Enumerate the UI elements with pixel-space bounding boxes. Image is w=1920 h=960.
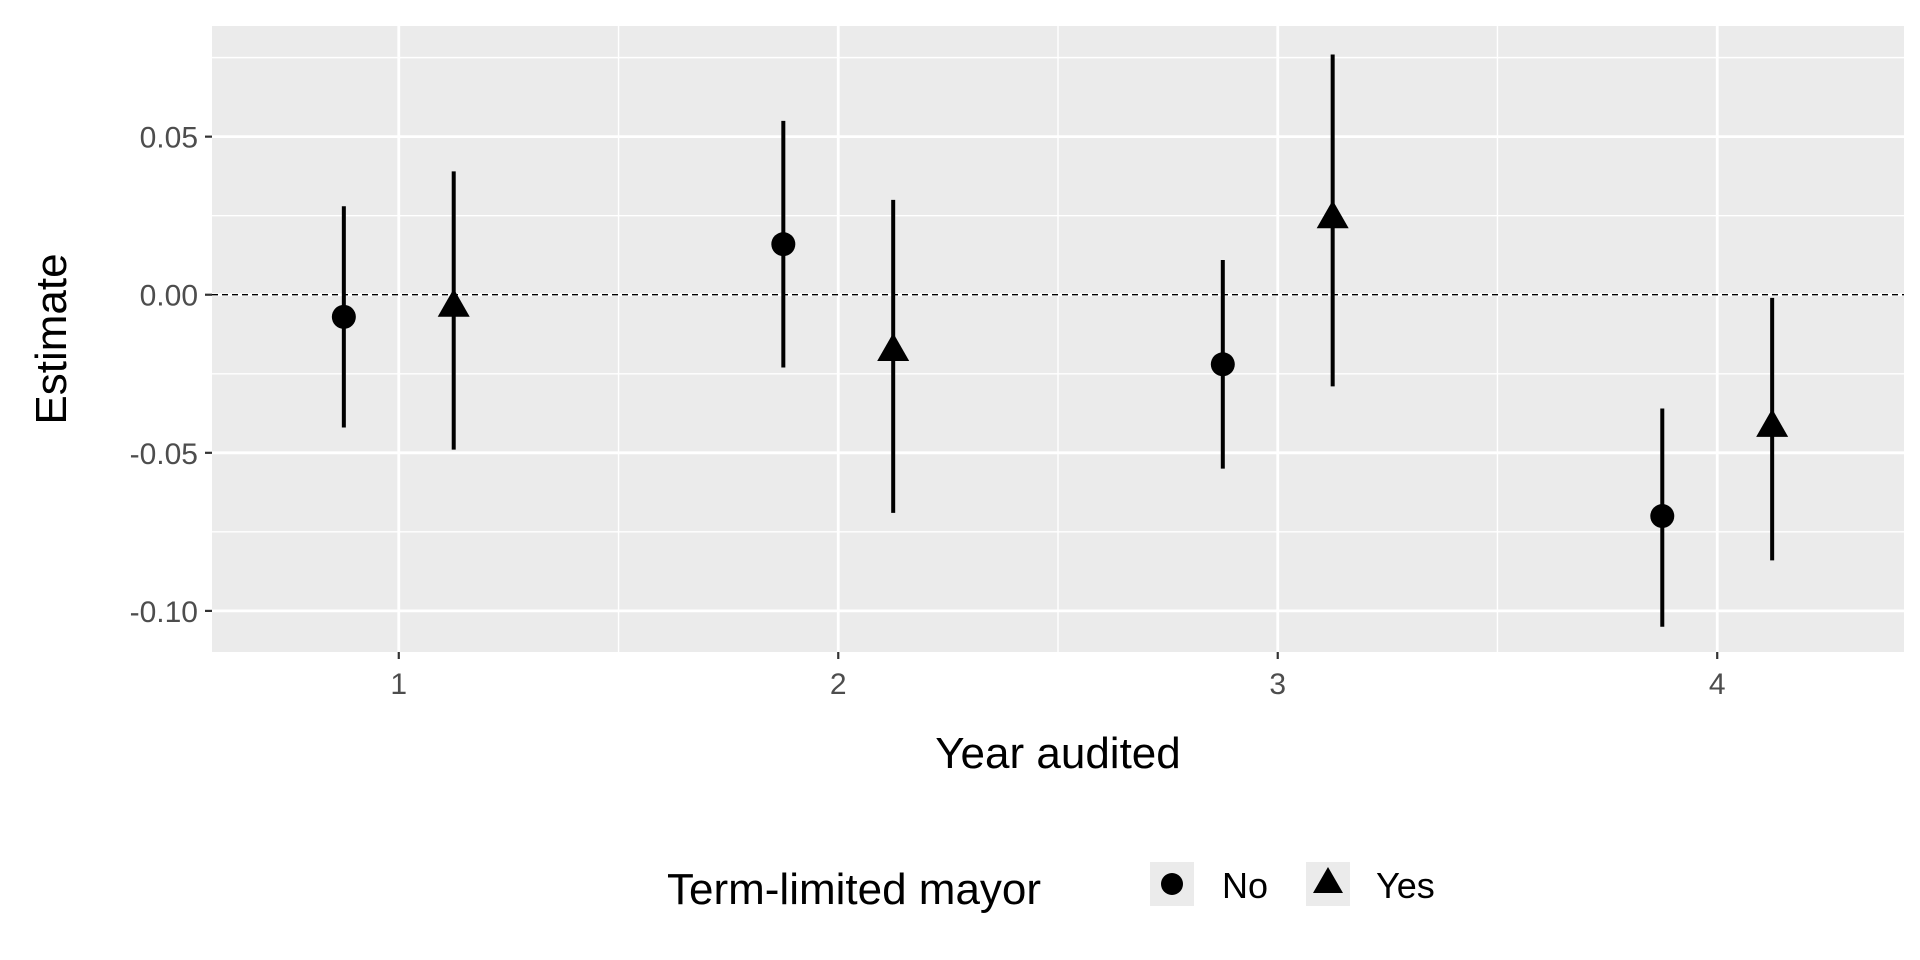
x-axis-ticks: 1 2 3 4 [390, 652, 1726, 701]
legend-triangle-icon [1313, 867, 1343, 893]
y-tick-label: 0.00 [140, 280, 198, 313]
data-marks [331, 54, 1789, 627]
legend-item-no: No [1150, 862, 1268, 906]
point-yes [437, 288, 470, 317]
point-yes [877, 332, 910, 361]
point-yes [1756, 408, 1789, 437]
y-axis-title: Estimate [27, 253, 76, 424]
x-tick-label: 3 [1269, 668, 1286, 701]
point-yes [1316, 200, 1349, 229]
grid-minor [212, 26, 1904, 652]
y-tick-label: -0.10 [130, 596, 198, 629]
x-axis-title: Year audited [935, 729, 1180, 778]
point-no [771, 232, 796, 257]
y-tick-label: 0.05 [140, 122, 198, 155]
legend: Term-limited mayor No Yes [667, 862, 1435, 914]
legend-title: Term-limited mayor [667, 865, 1041, 914]
y-tick-label: -0.05 [130, 438, 198, 471]
point-no [331, 304, 356, 329]
x-tick-label: 4 [1709, 668, 1726, 701]
y-axis-ticks: 0.05 0.00 -0.05 -0.10 [130, 122, 212, 629]
x-tick-label: 1 [390, 668, 407, 701]
legend-label-no: No [1222, 865, 1268, 906]
legend-item-yes: Yes [1306, 862, 1435, 906]
legend-label-yes: Yes [1376, 865, 1435, 906]
x-tick-label: 2 [830, 668, 847, 701]
point-no [1210, 352, 1235, 377]
legend-circle-icon [1161, 873, 1183, 895]
point-no [1650, 504, 1675, 529]
